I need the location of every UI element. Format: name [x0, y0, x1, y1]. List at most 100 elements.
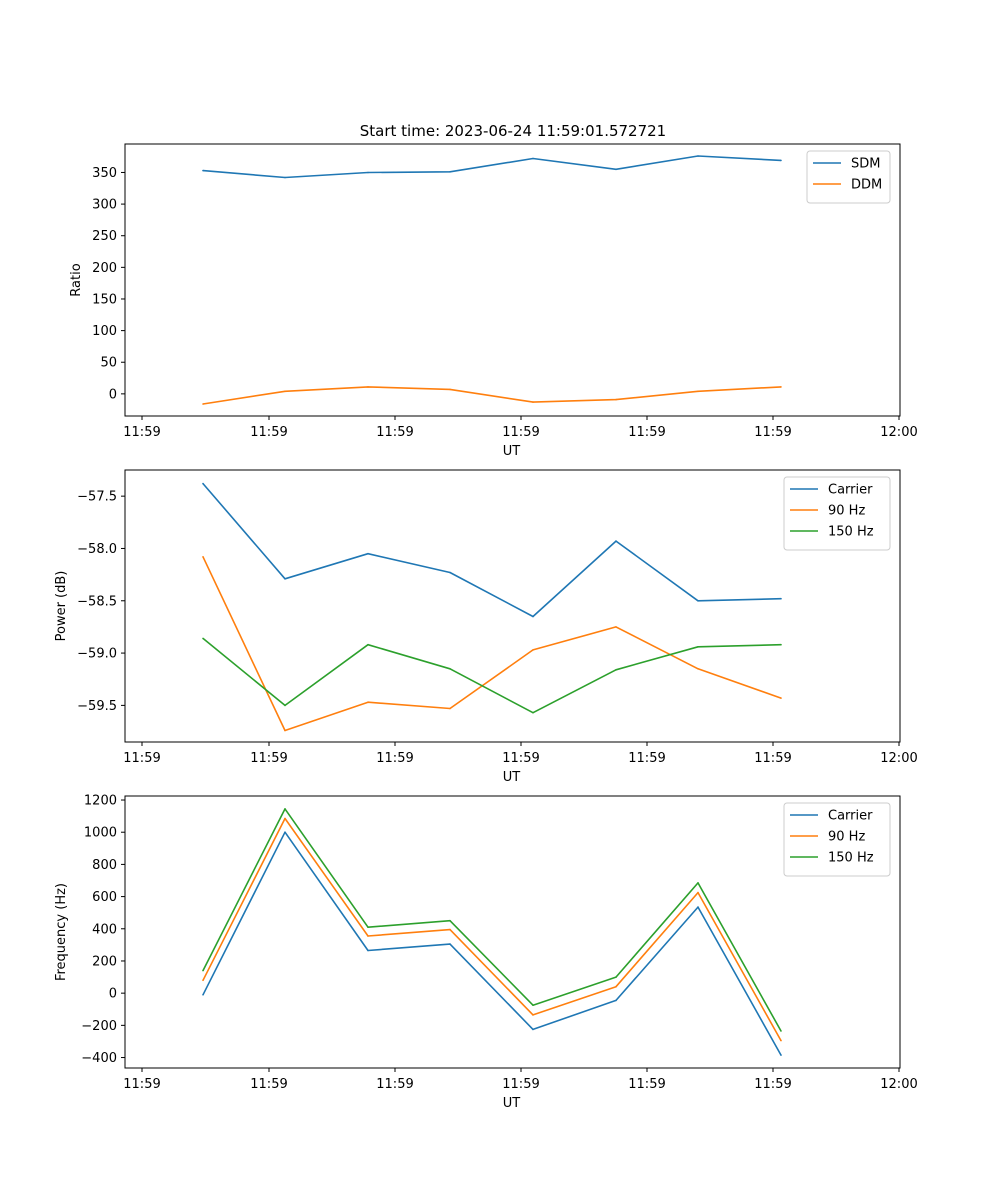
data-point: [615, 168, 617, 171]
data-point: [615, 626, 617, 628]
data-point: [367, 926, 369, 928]
series-line-90-hz: [202, 817, 782, 1041]
y-axis-label: Ratio: [69, 263, 84, 296]
data-point: [697, 668, 699, 670]
legend-label: DDM: [851, 178, 882, 193]
legend-label: Carrier: [828, 483, 873, 498]
legend: SDM DDM: [806, 150, 891, 204]
y-tick-label: 300: [92, 198, 117, 213]
data-point: [697, 600, 699, 602]
data-point: [532, 401, 534, 403]
data-point: [449, 571, 451, 574]
data-point: [284, 704, 286, 707]
data-point: [780, 159, 782, 162]
data-point: [449, 707, 451, 710]
data-point: [367, 935, 369, 937]
y-tick-label: −59.0: [77, 647, 117, 662]
x-tick-label: 11:59: [250, 751, 287, 766]
series-line-150-hz: [202, 808, 782, 1032]
legend: Carrier 90 Hz 150 Hz: [783, 476, 891, 551]
data-point: [449, 388, 451, 391]
legend-box: [806, 150, 891, 204]
y-tick-label: 0: [109, 987, 117, 1002]
y-tick-label: 200: [92, 954, 117, 969]
panel-1: 11:59 11:59 11:59 11:59 11:59 11:59 12:00 0 50 10…: [69, 143, 918, 459]
data-point: [532, 615, 534, 618]
data-point: [615, 999, 617, 1002]
data-point: [532, 1028, 534, 1031]
series-line-90-hz: [202, 556, 782, 732]
x-tick-label: 12:00: [880, 1077, 917, 1092]
legend-label: 90 Hz: [828, 830, 865, 845]
data-point: [202, 556, 204, 558]
x-axis-label: UT: [503, 1096, 521, 1111]
data-point: [202, 994, 204, 996]
series-line-carrier: [202, 831, 782, 1056]
y-tick-label: 350: [92, 166, 117, 181]
y-tick-label: 1000: [84, 826, 117, 841]
data-point: [202, 979, 204, 982]
y-tick-label: −200: [81, 1019, 117, 1034]
data-point: [780, 697, 782, 699]
data-point: [615, 540, 617, 542]
y-tick-label: −58.5: [77, 594, 117, 609]
y-tick-label: −57.5: [77, 490, 117, 505]
y-tick-label: 800: [92, 858, 117, 873]
data-point: [202, 169, 204, 172]
data-point: [367, 171, 369, 174]
x-tick-label: 11:59: [754, 425, 791, 440]
y-tick-label: 400: [92, 922, 117, 937]
x-tick-label: 11:59: [628, 751, 665, 766]
y-tick-label: 100: [92, 324, 117, 339]
x-axis-label: UT: [503, 444, 521, 459]
data-point: [697, 390, 699, 393]
data-point: [284, 729, 286, 732]
data-point: [615, 669, 617, 671]
y-axis-label: Frequency (Hz): [54, 883, 69, 981]
data-point: [367, 643, 369, 646]
data-point: [367, 701, 369, 703]
y-tick-label: 200: [92, 261, 117, 276]
x-tick-label: 11:59: [754, 751, 791, 766]
y-tick-label: 600: [92, 890, 117, 905]
data-point: [697, 891, 699, 894]
data-point: [284, 831, 286, 833]
data-point: [532, 711, 534, 714]
data-point: [284, 390, 286, 393]
panel-2: 11:59 11:59 11:59 11:59 11:59 11:59 12:00 −59.5…: [54, 469, 918, 785]
x-tick-label: 11:59: [502, 425, 539, 440]
panels: 11:59 11:59 11:59 11:59 11:59 11:59 12:00 0 50 10…: [54, 143, 918, 1111]
axes-frame: [124, 469, 901, 743]
data-point: [780, 1039, 782, 1042]
data-point: [284, 808, 286, 810]
data-point: [202, 482, 204, 485]
data-point: [202, 637, 204, 640]
data-point: [367, 552, 369, 555]
data-point: [532, 1004, 534, 1006]
y-tick-label: 0: [109, 387, 117, 402]
y-tick-label: −59.5: [77, 699, 117, 714]
data-point: [202, 403, 204, 405]
data-point: [697, 646, 699, 648]
data-point: [449, 668, 451, 670]
legend-label: SDM: [851, 157, 880, 172]
data-point: [284, 176, 286, 179]
y-tick-label: 150: [92, 292, 117, 307]
x-tick-label: 11:59: [628, 1077, 665, 1092]
data-point: [780, 597, 782, 600]
legend-label: 150 Hz: [828, 851, 874, 866]
x-tick-label: 11:59: [502, 751, 539, 766]
x-axis-label: UT: [503, 770, 521, 785]
data-point: [615, 398, 617, 401]
data-point: [697, 882, 699, 884]
data-point: [532, 1014, 534, 1016]
data-point: [449, 928, 451, 931]
data-point: [449, 943, 451, 945]
x-tick-label: 11:59: [250, 425, 287, 440]
data-point: [532, 157, 534, 160]
series-line-sdm: [202, 155, 782, 179]
panel-3: 11:59 11:59 11:59 11:59 11:59 11:59 12:00 −400 −…: [54, 794, 918, 1111]
x-tick-label: 11:59: [502, 1077, 539, 1092]
y-tick-label: −400: [81, 1051, 117, 1066]
